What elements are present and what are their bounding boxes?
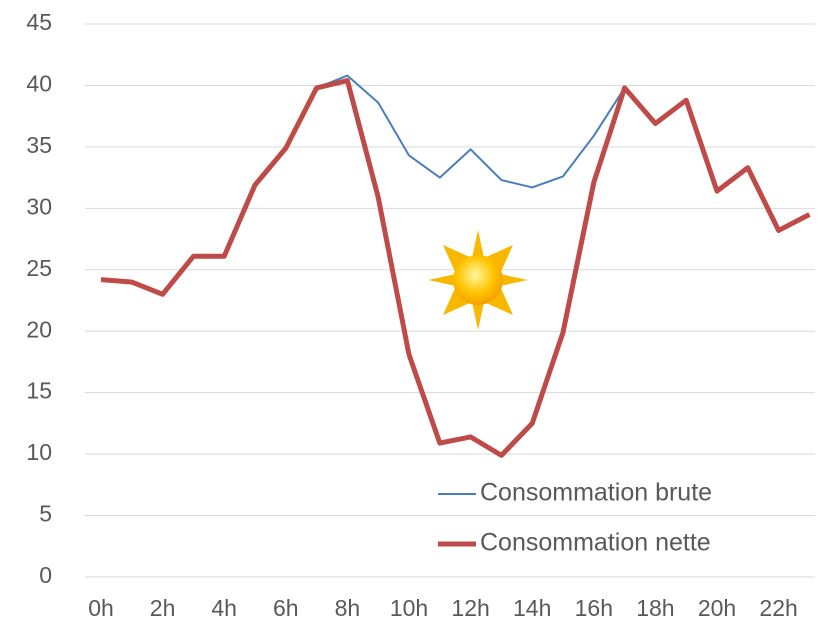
x-tick-label: 12h <box>451 595 489 621</box>
y-tick-label: 10 <box>26 439 52 465</box>
y-tick-label: 5 <box>39 501 52 527</box>
y-tick-label: 40 <box>26 71 52 97</box>
x-tick-label: 8h <box>335 595 361 621</box>
y-tick-label: 35 <box>26 132 52 158</box>
y-tick-label: 0 <box>39 562 52 588</box>
y-tick-label: 20 <box>26 316 52 342</box>
x-tick-label: 20h <box>698 595 736 621</box>
legend-label: Consommation nette <box>480 529 711 557</box>
x-tick-label: 18h <box>636 595 674 621</box>
y-tick-label: 15 <box>26 378 52 404</box>
y-tick-label: 45 <box>26 9 52 35</box>
sun-icon <box>428 230 528 330</box>
y-tick-label: 30 <box>26 193 52 219</box>
x-tick-label: 22h <box>759 595 797 621</box>
x-tick-label: 10h <box>390 595 428 621</box>
y-tick-label: 25 <box>26 255 52 281</box>
series-line <box>100 78 811 458</box>
x-tick-label: 2h <box>150 595 176 621</box>
x-tick-label: 6h <box>273 595 299 621</box>
legend-label: Consommation brute <box>480 479 712 507</box>
x-tick-label: 14h <box>513 595 551 621</box>
x-tick-label: 4h <box>211 595 237 621</box>
x-tick-label: 0h <box>88 595 114 621</box>
x-tick-label: 16h <box>575 595 613 621</box>
